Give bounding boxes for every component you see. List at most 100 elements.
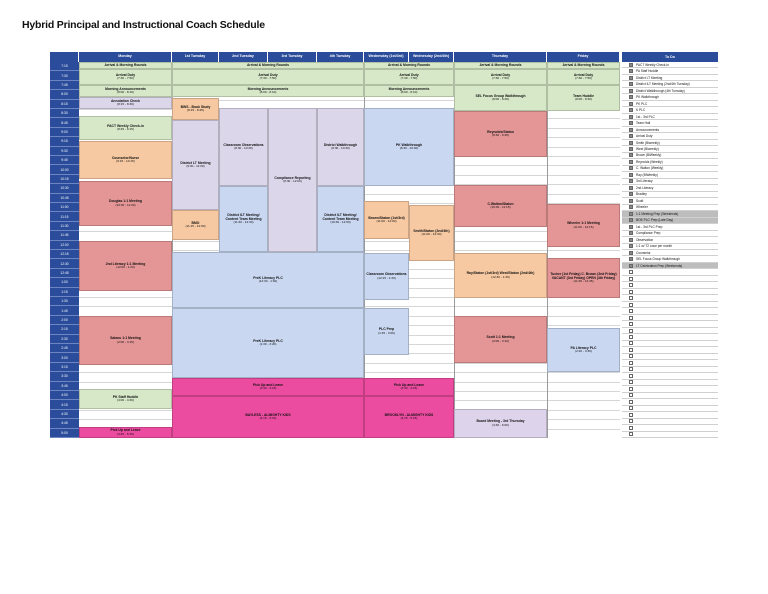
wed-brown-staton[interactable]: Brown/Staton (1st/3rd) (11:00 - 12:00): [364, 201, 409, 239]
todo-item[interactable]: 1:1 Meeting Prep (Weekends): [622, 211, 718, 218]
mon-counselor-nurse[interactable]: Counselor/Nurse (9:15 - 10:15): [79, 141, 172, 179]
todo-item[interactable]: [622, 295, 718, 302]
todo-item[interactable]: [622, 328, 718, 335]
todo-item[interactable]: [622, 367, 718, 374]
todo-item[interactable]: Arrival Duty: [622, 133, 718, 140]
todo-checkbox[interactable]: [629, 185, 633, 190]
tue-compliance-reporting[interactable]: Compliance Reporting (8:30 - 12:00): [268, 108, 317, 252]
todo-item[interactable]: [622, 393, 718, 400]
todo-checkbox[interactable]: [629, 114, 633, 119]
thu-board-meeting[interactable]: Board Meeting - 3rd Thursday (4:30 - 6:00…: [454, 409, 547, 438]
todo-item[interactable]: Compliance Prep: [622, 231, 718, 238]
todo-checkbox[interactable]: [629, 108, 633, 113]
tue-pickup-leave[interactable]: Pick Up and Leave (3:40 - 4:15): [172, 378, 364, 396]
thu-ray-west-staton[interactable]: Ray/Staton (1st/3rd) West/Staton (2nd/4t…: [454, 253, 547, 298]
fri-arrival-rounds[interactable]: Arrival & Morning Rounds: [547, 62, 620, 69]
todo-checkbox[interactable]: [629, 127, 633, 132]
todo-item[interactable]: District Walkthrough (4th Tuesday): [622, 88, 718, 95]
todo-item[interactable]: 1st - 3rd PLC: [622, 114, 718, 121]
todo-checkbox[interactable]: [629, 69, 633, 74]
thu-scott-meeting[interactable]: Scott 1:1 Meeting (2:00 - 3:10): [454, 316, 547, 363]
todo-item[interactable]: Ray (BiWeekly): [622, 172, 718, 179]
todo-checkbox[interactable]: [629, 250, 633, 255]
todo-item[interactable]: [622, 308, 718, 315]
wed-classroom-observations[interactable]: Classroom Observations (12:15 - 1:30): [364, 253, 409, 300]
todo-checkbox[interactable]: [629, 198, 633, 203]
todo-item[interactable]: Smith (Biweekly): [622, 140, 718, 147]
todo-checkbox[interactable]: [629, 419, 633, 424]
wed-arrival-rounds[interactable]: Arrival & Morning Rounds: [364, 62, 454, 69]
todo-checkbox[interactable]: [629, 412, 633, 417]
mon-annotation-check[interactable]: Annotation Check (8:15 - 8:30): [79, 97, 172, 109]
wed-arrival-duty[interactable]: Arrival Duty (7:30 - 7:50): [364, 69, 454, 85]
thu-c-walton-staton[interactable]: C.Walton/Staton (10:30 - 11:15): [454, 185, 547, 227]
todo-checkbox[interactable]: [629, 283, 633, 288]
tue-bws-book-study[interactable]: BWS - Book Study (8:15 - 8:45): [172, 98, 219, 120]
todo-item[interactable]: Observation: [622, 237, 718, 244]
todo-item[interactable]: 1:1 w/ T2 once per month: [622, 244, 718, 250]
todo-item[interactable]: West (Biweekly): [622, 146, 718, 153]
todo-checkbox[interactable]: [629, 289, 633, 294]
mon-morning-announcements[interactable]: Morning Announcements (8:00 - 8:10): [79, 85, 172, 97]
todo-checkbox[interactable]: [629, 347, 633, 352]
todo-item[interactable]: [622, 406, 718, 413]
todo-checkbox[interactable]: [629, 159, 633, 164]
todo-checkbox[interactable]: [629, 82, 633, 87]
mon-douglas-meeting[interactable]: Douglas 1:1 Meeting (10:30 - 11:30): [79, 181, 172, 226]
tue-classroom-observations[interactable]: Classroom Observations (8:30 - 10:30): [219, 108, 268, 186]
fri-arrival-duty[interactable]: Arrival Duty (7:30 - 7:50): [547, 69, 620, 85]
tue-district-walkthrough[interactable]: District Walkthrough (8:30 - 10:30): [317, 108, 364, 186]
todo-checkbox[interactable]: [629, 276, 633, 281]
todo-checkbox[interactable]: [629, 270, 633, 275]
thu-sel-focus-walkthrough[interactable]: SEL Focus Group Walkthrough (8:00 - 8:30): [454, 85, 547, 111]
wed-pickup-leave[interactable]: Pick Up and Leave (3:40 - 4:15): [364, 378, 454, 396]
todo-checkbox[interactable]: [629, 153, 633, 158]
todo-checkbox[interactable]: [629, 399, 633, 404]
todo-checkbox[interactable]: [629, 322, 633, 327]
todo-checkbox[interactable]: [629, 211, 633, 216]
todo-checkbox[interactable]: [629, 179, 633, 184]
todo-item[interactable]: [622, 386, 718, 393]
todo-item[interactable]: K PLC: [622, 107, 718, 114]
todo-item[interactable]: [622, 321, 718, 328]
thu-arrival-rounds[interactable]: Arrival & Morning Rounds: [454, 62, 547, 69]
thu-arrival-duty[interactable]: Arrival Duty (7:30 - 7:50): [454, 69, 547, 85]
todo-item[interactable]: Announcements: [622, 127, 718, 134]
todo-checkbox[interactable]: [629, 88, 633, 93]
tue-arrival-rounds[interactable]: Arrival & Morning Rounds: [172, 62, 364, 69]
todo-item[interactable]: PK Walkthrough: [622, 94, 718, 101]
todo-checkbox[interactable]: [629, 296, 633, 301]
todo-item[interactable]: C. Walton (Weekly): [622, 166, 718, 173]
todo-item[interactable]: [622, 276, 718, 283]
wed-morning-announcements[interactable]: Morning Announcements (8:00 - 8:10): [364, 85, 454, 97]
wed-pk-walkthrough[interactable]: PK Walkthrough (8:30 - 10:30): [364, 108, 454, 186]
todo-checkbox[interactable]: [629, 237, 633, 242]
wed-plc-prep[interactable]: PLC Prep (1:45 - 3:00): [364, 308, 409, 355]
todo-item[interactable]: [622, 380, 718, 387]
todo-item[interactable]: [622, 302, 718, 309]
todo-item[interactable]: [622, 425, 718, 432]
wed-brooklyn-almighty-kids[interactable]: BROOKLYN - ALMIGHTY KIDS (4:15 - 5:15): [364, 396, 454, 438]
todo-item[interactable]: PA Staff Huddle: [622, 68, 718, 75]
todo-item[interactable]: Reynolds (Weekly): [622, 159, 718, 166]
todo-checkbox[interactable]: [629, 140, 633, 145]
mon-pickup-leave[interactable]: Pick Up and Leave (4:45 - 5:15): [79, 427, 172, 438]
mon-salanu-meeting[interactable]: Salanu 1:1 Meeting (2:00 - 3:15): [79, 316, 172, 365]
todo-checkbox[interactable]: [629, 360, 633, 365]
tue-bmo[interactable]: BMO (11:15 - 12:00): [172, 210, 219, 240]
todo-item[interactable]: Wheeler: [622, 205, 718, 212]
todo-item[interactable]: Team Hall: [622, 120, 718, 127]
todo-item[interactable]: [622, 269, 718, 276]
todo-item[interactable]: District ILT Meeting (2nd/4th Tuesday): [622, 81, 718, 88]
todo-checkbox[interactable]: [629, 406, 633, 411]
todo-checkbox[interactable]: [629, 192, 633, 197]
todo-checkbox[interactable]: [629, 263, 633, 268]
tue-arrival-duty[interactable]: Arrival Duty (7:30 - 7:50): [172, 69, 364, 85]
todo-item[interactable]: [622, 315, 718, 322]
tue-prek-literacy-plc-2[interactable]: PreK Literacy PLC (1:30 - 3:20): [172, 308, 364, 378]
todo-item[interactable]: [622, 412, 718, 419]
todo-checkbox[interactable]: [629, 244, 633, 249]
todo-checkbox[interactable]: [629, 62, 633, 67]
tue-morning-announcements[interactable]: Morning Announcements (8:00 - 8:10): [172, 85, 364, 97]
mon-arrival-duty[interactable]: Arrival Duty (7:30 - 7:50): [79, 69, 172, 85]
